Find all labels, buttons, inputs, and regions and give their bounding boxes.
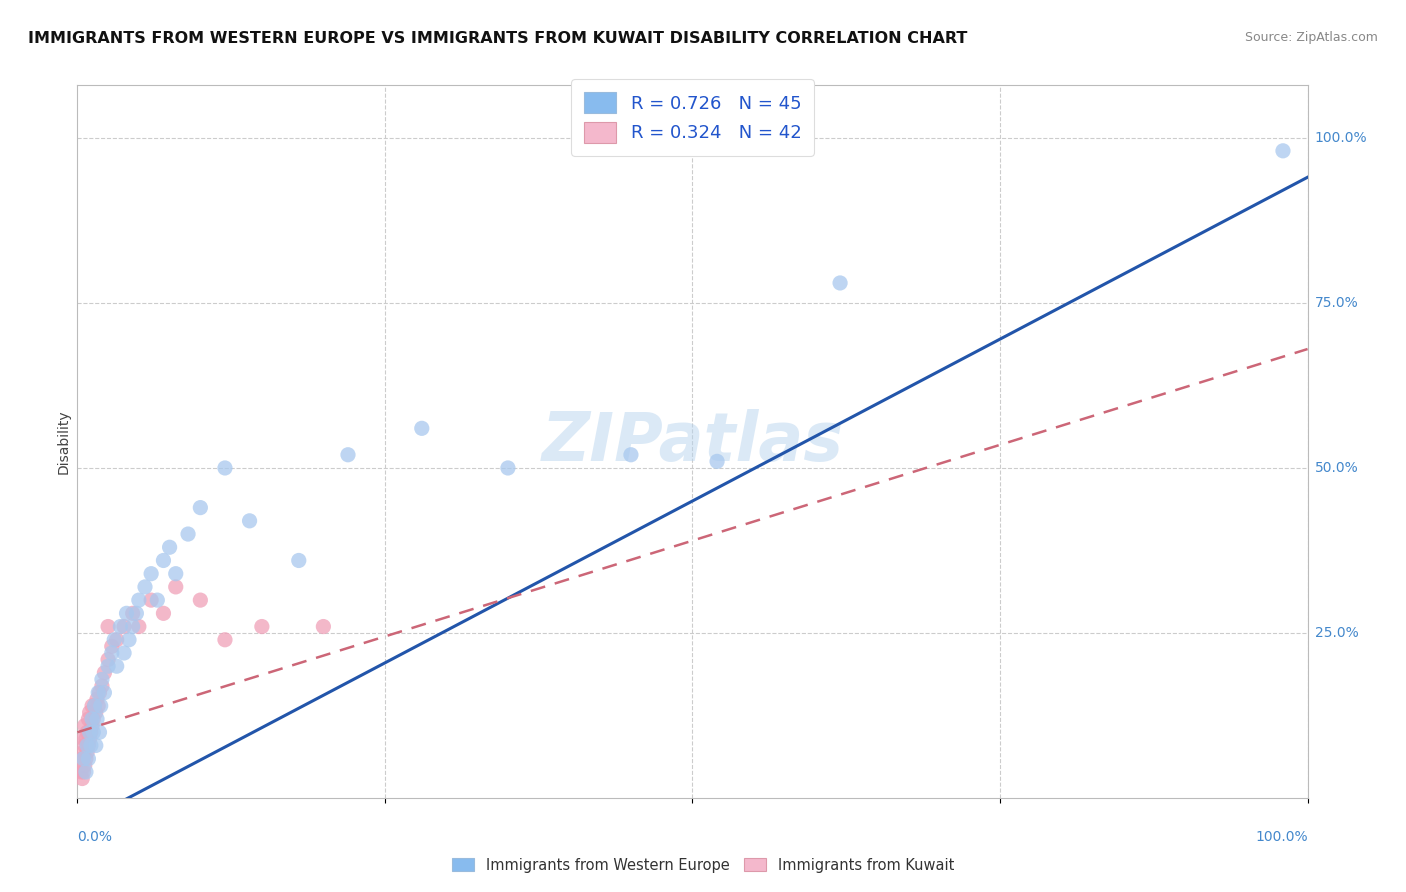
Point	[72, 745, 94, 759]
Text: 100.0%: 100.0%	[1315, 130, 1367, 145]
Point	[76, 725, 98, 739]
Point	[411, 421, 433, 435]
Point	[75, 731, 97, 746]
Point	[188, 500, 212, 515]
Point	[83, 698, 105, 713]
Text: 0.0%: 0.0%	[77, 830, 112, 844]
Point	[103, 632, 125, 647]
Point	[121, 619, 143, 633]
Point	[97, 659, 120, 673]
Point	[152, 607, 174, 621]
Point	[73, 719, 96, 733]
Point	[87, 685, 110, 699]
Point	[82, 725, 104, 739]
Point	[214, 461, 236, 475]
Point	[159, 541, 181, 555]
Point	[105, 632, 128, 647]
Text: ZIPatlas: ZIPatlas	[541, 409, 844, 475]
Point	[90, 673, 114, 687]
Point	[101, 646, 124, 660]
Point	[141, 566, 163, 581]
Point	[97, 619, 120, 633]
Point	[165, 580, 187, 594]
Point	[112, 646, 135, 660]
Point	[93, 665, 115, 680]
Point	[75, 752, 97, 766]
Text: 100.0%: 100.0%	[1256, 830, 1308, 844]
Point	[82, 719, 104, 733]
Point	[146, 593, 169, 607]
Point	[72, 752, 94, 766]
Y-axis label: Disability: Disability	[56, 409, 70, 474]
Point	[73, 758, 96, 772]
Point	[288, 553, 311, 567]
Point	[250, 619, 273, 633]
Point	[82, 712, 104, 726]
Point	[89, 725, 111, 739]
Point	[72, 764, 94, 779]
Point	[152, 553, 174, 567]
Point	[77, 752, 100, 766]
Point	[79, 725, 101, 739]
Point	[214, 632, 236, 647]
Point	[83, 698, 105, 713]
Point	[1272, 144, 1295, 158]
Point	[79, 706, 101, 720]
Point	[82, 698, 104, 713]
Point	[82, 712, 104, 726]
Point	[312, 619, 335, 633]
Point	[110, 619, 132, 633]
Point	[70, 764, 93, 779]
Point	[105, 659, 128, 673]
Point	[128, 593, 150, 607]
Legend: Immigrants from Western Europe, Immigrants from Kuwait: Immigrants from Western Europe, Immigran…	[444, 851, 962, 880]
Point	[86, 692, 108, 706]
Point	[134, 580, 156, 594]
Point	[80, 725, 103, 739]
Point	[830, 276, 852, 290]
Point	[177, 527, 200, 541]
Point	[79, 731, 101, 746]
Text: Source: ZipAtlas.com: Source: ZipAtlas.com	[1244, 31, 1378, 45]
Point	[76, 745, 98, 759]
Point	[77, 739, 100, 753]
Point	[141, 593, 163, 607]
Text: 75.0%: 75.0%	[1315, 296, 1358, 310]
Text: 50.0%: 50.0%	[1315, 461, 1358, 475]
Point	[86, 712, 108, 726]
Point	[89, 685, 111, 699]
Text: 25.0%: 25.0%	[1315, 626, 1358, 640]
Point	[188, 593, 212, 607]
Point	[97, 652, 120, 666]
Point	[128, 619, 150, 633]
Point	[87, 698, 110, 713]
Point	[72, 731, 94, 746]
Point	[90, 698, 112, 713]
Point	[706, 454, 728, 468]
Point	[337, 448, 360, 462]
Point	[90, 679, 114, 693]
Point	[76, 739, 98, 753]
Point	[118, 632, 141, 647]
Point	[93, 685, 115, 699]
Point	[101, 640, 124, 654]
Point	[620, 448, 643, 462]
Text: IMMIGRANTS FROM WESTERN EUROPE VS IMMIGRANTS FROM KUWAIT DISABILITY CORRELATION : IMMIGRANTS FROM WESTERN EUROPE VS IMMIGR…	[28, 31, 967, 46]
Legend: R = 0.726   N = 45, R = 0.324   N = 42: R = 0.726 N = 45, R = 0.324 N = 42	[571, 79, 814, 155]
Point	[84, 739, 107, 753]
Point	[496, 461, 519, 475]
Point	[239, 514, 262, 528]
Point	[115, 607, 138, 621]
Point	[80, 739, 103, 753]
Point	[77, 712, 100, 726]
Point	[70, 752, 93, 766]
Point	[84, 706, 107, 720]
Point	[121, 607, 143, 621]
Point	[73, 739, 96, 753]
Point	[112, 619, 135, 633]
Point	[75, 764, 97, 779]
Point	[70, 772, 93, 786]
Point	[165, 566, 187, 581]
Point	[125, 607, 148, 621]
